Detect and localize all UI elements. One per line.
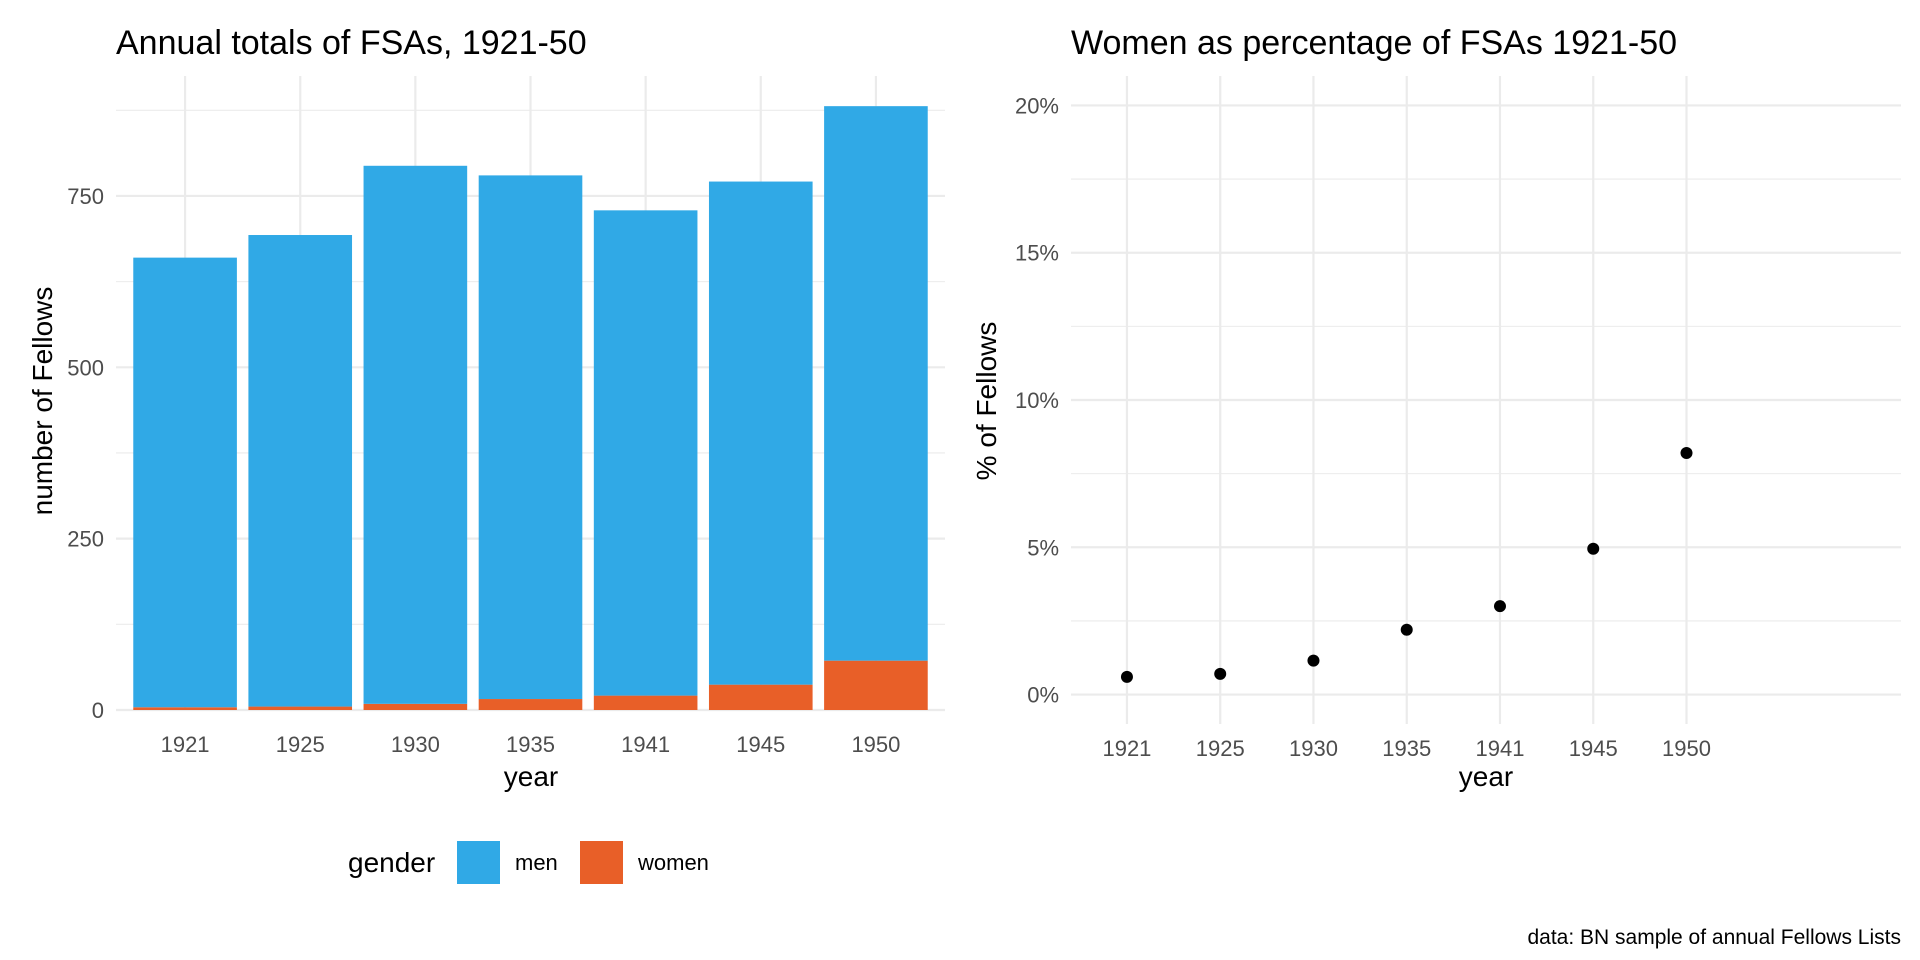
legend-title: gender xyxy=(348,847,435,878)
scatter-chart-y-tick-label: 5% xyxy=(1027,535,1059,560)
bar-chart-x-tick-label: 1930 xyxy=(391,732,440,757)
scatter-chart-x-tick-label: 1921 xyxy=(1102,736,1151,761)
bar-chart-panel: Annual totals of FSAs, 1921-50 0 250 500 75… xyxy=(27,24,945,792)
bar-men-1925 xyxy=(248,235,353,707)
scatter-chart-y-tick-label: 15% xyxy=(1015,241,1059,266)
scatter-point-1930 xyxy=(1307,654,1320,667)
bar-women-1930 xyxy=(363,703,468,710)
scatter-chart-x-tick-label: 1941 xyxy=(1476,736,1525,761)
bar-men-1945 xyxy=(708,181,813,685)
bar-chart-x-ticks: 1921 1925 1930 1935 1941 1945 1950 xyxy=(161,732,901,757)
bar-chart-y-tick-label: 250 xyxy=(67,527,104,552)
scatter-point-1925 xyxy=(1214,667,1227,680)
scatter-chart-points xyxy=(1120,447,1693,683)
bar-chart-y-ticks: 0 250 500 750 xyxy=(67,184,104,723)
bar-chart-x-tick-label: 1950 xyxy=(851,732,900,757)
bar-chart-x-tick-label: 1945 xyxy=(736,732,785,757)
bar-men-1950 xyxy=(824,106,928,661)
caption: data: BN sample of annual Fellows Lists xyxy=(1527,926,1901,949)
legend-label-men: men xyxy=(515,850,558,875)
bar-women-1925 xyxy=(248,706,353,710)
bar-chart-y-tick-label: 500 xyxy=(67,355,104,380)
bar-chart-x-tick-label: 1941 xyxy=(621,732,670,757)
scatter-chart-panel: Women as percentage of FSAs 1921-50 0% 5%… xyxy=(971,24,1901,792)
scatter-chart-x-tick-label: 1925 xyxy=(1196,736,1245,761)
scatter-chart-x-label: year xyxy=(1459,761,1513,792)
scatter-point-1945 xyxy=(1587,542,1600,555)
legend-key-men xyxy=(457,841,500,884)
scatter-point-1921 xyxy=(1120,670,1133,683)
bar-chart-x-tick-label: 1921 xyxy=(161,732,210,757)
scatter-chart-y-tick-label: 10% xyxy=(1015,388,1059,413)
bar-chart-x-tick-label: 1925 xyxy=(276,732,325,757)
legend: gender men women xyxy=(348,841,709,884)
bar-men-1935 xyxy=(478,175,583,700)
scatter-chart-y-tick-label: 20% xyxy=(1015,93,1059,118)
bar-chart-x-tick-label: 1935 xyxy=(506,732,555,757)
scatter-chart-x-tick-label: 1945 xyxy=(1569,736,1618,761)
bar-chart-title: Annual totals of FSAs, 1921-50 xyxy=(116,24,587,62)
scatter-point-1950 xyxy=(1680,447,1693,460)
bar-women-1935 xyxy=(478,699,583,710)
scatter-chart-title: Women as percentage of FSAs 1921-50 xyxy=(1071,24,1677,62)
bar-women-1950 xyxy=(824,660,928,710)
bar-chart-x-label: year xyxy=(504,761,558,792)
bar-women-1941 xyxy=(593,695,698,710)
scatter-chart-x-tick-label: 1950 xyxy=(1662,736,1711,761)
bar-men-1930 xyxy=(363,165,468,704)
scatter-chart-x-tick-label: 1935 xyxy=(1382,736,1431,761)
scatter-point-1935 xyxy=(1400,623,1413,636)
scatter-chart-y-ticks: 0% 5% 10% 15% 20% xyxy=(1015,93,1059,707)
legend-label-women: women xyxy=(637,850,709,875)
bar-chart-y-tick-label: 750 xyxy=(67,184,104,209)
scatter-point-1941 xyxy=(1493,600,1506,613)
bar-men-1941 xyxy=(593,210,698,696)
bar-chart-y-tick-label: 0 xyxy=(92,698,104,723)
bar-men-1921 xyxy=(133,257,237,708)
scatter-chart-y-tick-label: 0% xyxy=(1027,683,1059,708)
scatter-chart-x-tick-label: 1930 xyxy=(1289,736,1338,761)
bar-women-1921 xyxy=(133,707,237,710)
scatter-chart-grid xyxy=(1071,76,1901,724)
legend-key-women xyxy=(580,841,623,884)
scatter-chart-y-label: % of Fellows xyxy=(971,322,1002,481)
bar-chart-bars xyxy=(133,106,928,710)
bar-chart-y-label: number of Fellows xyxy=(27,287,58,516)
bar-women-1945 xyxy=(708,684,813,710)
scatter-chart-x-ticks: 1921 1925 1930 1935 1941 1945 1950 xyxy=(1102,736,1711,761)
